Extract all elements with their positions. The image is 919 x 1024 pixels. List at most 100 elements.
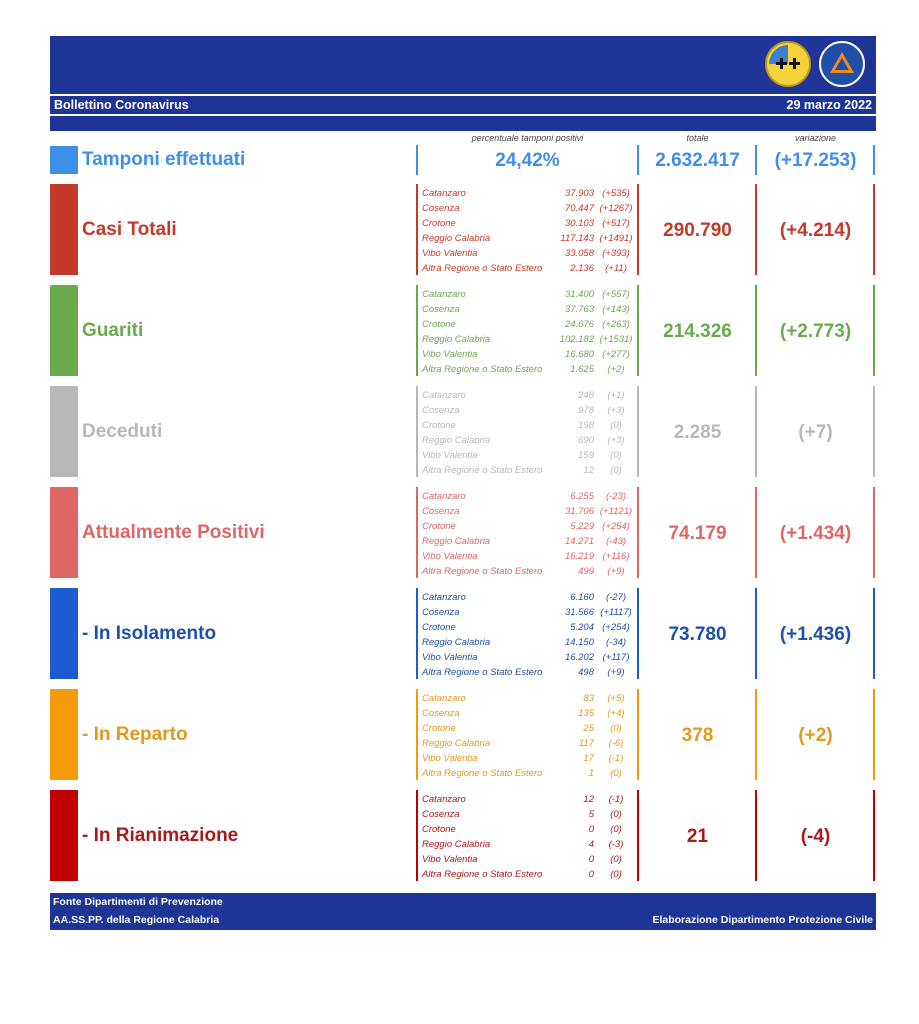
- region-name: Altra Regione o Stato Estero: [422, 263, 543, 274]
- crosses-emblem-icon: [769, 45, 807, 83]
- region-delta: (0): [610, 854, 622, 865]
- region-name: Cosenza: [422, 304, 460, 315]
- region-delta: (-27): [605, 592, 627, 603]
- region-value: 16.680: [564, 349, 594, 360]
- region-name: Vibo Valentia: [422, 652, 478, 663]
- tamponi-label: Tamponi effettuati: [82, 149, 246, 170]
- region-name: Vibo Valentia: [422, 753, 478, 764]
- region-name: Catanzaro: [422, 390, 466, 401]
- column-header-percent: percentuale tamponi positivi: [471, 133, 584, 143]
- header-banner: [50, 36, 876, 94]
- region-value: 31.400: [564, 289, 594, 300]
- region-name: Catanzaro: [422, 491, 466, 502]
- region-value: 198: [578, 420, 594, 431]
- region-delta: (+1267): [599, 203, 633, 214]
- divider: [637, 285, 639, 376]
- region-delta: (+143): [602, 304, 630, 315]
- region-name: Vibo Valentia: [422, 551, 478, 562]
- region-value: 0: [588, 869, 594, 880]
- divider: [873, 487, 875, 578]
- region-value: 978: [578, 405, 594, 416]
- column-header-variation: variazione: [794, 133, 837, 143]
- region-value: 14.150: [564, 637, 594, 648]
- category-swatch: [50, 790, 78, 881]
- divider: [637, 588, 639, 679]
- divider: [637, 145, 639, 175]
- region-value: 25: [583, 723, 594, 734]
- regione-calabria-logo: [765, 41, 811, 87]
- region-delta: (0): [610, 420, 622, 431]
- divider: [873, 689, 875, 780]
- region-delta: (0): [610, 768, 622, 779]
- region-value: 37.763: [564, 304, 594, 315]
- category-variation: (-4): [800, 826, 831, 847]
- divider: [873, 790, 875, 881]
- region-delta: (0): [610, 809, 622, 820]
- region-name: Altra Regione o Stato Estero: [422, 869, 543, 880]
- category-label: - In Isolamento: [82, 623, 217, 644]
- region-delta: (+1491): [599, 233, 633, 244]
- region-name: Reggio Calabria: [422, 233, 491, 244]
- protezione-civile-icon: [823, 45, 861, 83]
- category-variation: (+4.214): [779, 220, 852, 241]
- region-name: Cosenza: [422, 203, 460, 214]
- region-delta: (+9): [607, 667, 625, 678]
- region-name: Cosenza: [422, 506, 460, 517]
- region-delta: (+1121): [599, 506, 633, 517]
- region-delta: (-1): [608, 753, 624, 764]
- region-delta: (+5): [607, 693, 625, 704]
- column-header-total: totale: [686, 133, 709, 143]
- region-value: 4: [588, 839, 594, 850]
- region-value: 499: [578, 566, 594, 577]
- bulletin-date: 29 marzo 2022: [786, 98, 872, 112]
- region-delta: (+1): [607, 390, 625, 401]
- category-swatch: [50, 487, 78, 578]
- region-value: 70.447: [564, 203, 594, 214]
- tamponi-percent: 24,42%: [495, 150, 560, 171]
- category-label: - In Reparto: [82, 724, 188, 745]
- region-name: Altra Regione o Stato Estero: [422, 364, 543, 375]
- region-value: 6.255: [570, 491, 594, 502]
- region-delta: (+393): [602, 248, 630, 259]
- region-value: 5: [588, 809, 594, 820]
- region-delta: (0): [610, 869, 622, 880]
- tamponi-total: 2.632.417: [655, 150, 740, 171]
- region-name: Crotone: [422, 319, 456, 330]
- header-divider-bar: [50, 116, 876, 131]
- divider: [873, 145, 875, 175]
- divider: [416, 184, 418, 275]
- region-name: Catanzaro: [422, 289, 466, 300]
- region-value: 0: [588, 824, 594, 835]
- region-delta: (+9): [607, 566, 625, 577]
- category-total: 290.790: [663, 220, 732, 241]
- divider: [637, 790, 639, 881]
- divider: [416, 790, 418, 881]
- region-name: Crotone: [422, 420, 456, 431]
- region-name: Crotone: [422, 824, 456, 835]
- divider: [755, 790, 757, 881]
- region-value: 159: [578, 450, 594, 461]
- region-name: Vibo Valentia: [422, 349, 478, 360]
- divider: [873, 285, 875, 376]
- region-name: Cosenza: [422, 708, 460, 719]
- footer-credit: Elaborazione Dipartimento Protezione Civ…: [652, 914, 873, 926]
- region-delta: (+263): [602, 319, 630, 330]
- region-name: Crotone: [422, 218, 456, 229]
- region-delta: (+254): [602, 521, 630, 532]
- region-delta: (+254): [602, 622, 630, 633]
- region-name: Catanzaro: [422, 188, 466, 199]
- tamponi-swatch: [50, 146, 78, 174]
- divider: [416, 487, 418, 578]
- region-value: 690: [578, 435, 594, 446]
- footer-source-line1: Fonte Dipartimenti di Prevenzione: [53, 896, 223, 908]
- footer-bar: Fonte Dipartimenti di Prevenzione AA.SS.…: [50, 893, 876, 930]
- divider: [637, 386, 639, 477]
- protezione-civile-logo: [819, 41, 865, 87]
- category-label: Deceduti: [82, 421, 163, 442]
- region-name: Cosenza: [422, 809, 460, 820]
- region-name: Cosenza: [422, 405, 460, 416]
- region-value: 135: [578, 708, 594, 719]
- region-name: Altra Regione o Stato Estero: [422, 667, 543, 678]
- region-value: 31.566: [564, 607, 594, 618]
- category-swatch: [50, 386, 78, 477]
